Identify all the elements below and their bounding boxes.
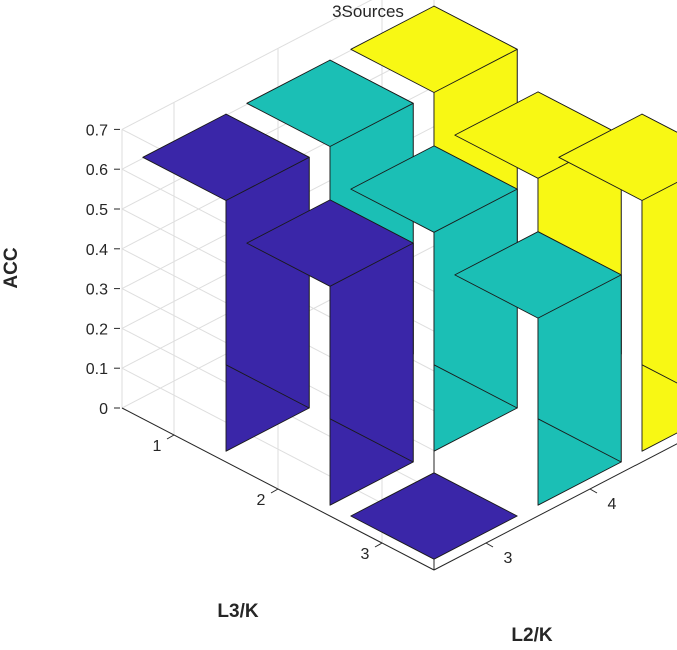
bars — [142, 5, 677, 560]
bar — [350, 472, 518, 560]
x-tick-mark — [589, 488, 598, 494]
z-tick-label: 0.5 — [86, 202, 108, 219]
bar — [142, 113, 310, 452]
bar-top-face — [246, 199, 414, 287]
x-tick-label: 3 — [504, 550, 513, 567]
y-tick-label: 1 — [153, 438, 162, 455]
z-tick-label: 0.4 — [86, 242, 108, 259]
y-tick-label: 2 — [257, 492, 266, 509]
bar — [246, 199, 414, 506]
bar-top-face — [454, 231, 622, 319]
bar-top-face — [350, 5, 518, 93]
bar-top-face — [350, 145, 518, 233]
y-tick-label: 3 — [361, 546, 370, 563]
z-axis-label: ACC — [1, 247, 22, 288]
bar-top-face — [246, 59, 414, 147]
bar-top-face — [142, 113, 310, 201]
bar-base-face — [350, 472, 518, 560]
z-tick-label: 0.3 — [86, 282, 108, 299]
z-tick-label: 0.6 — [86, 162, 108, 179]
y-axis-label: L3/K — [217, 601, 258, 622]
gridline-right-wall — [121, 0, 373, 130]
z-tick-label: 0.2 — [86, 321, 108, 338]
bar-top-face — [558, 113, 677, 201]
z-tick-label: 0 — [99, 401, 108, 418]
z-tick-label: 0.7 — [86, 122, 108, 139]
bar — [454, 231, 622, 506]
x-axis-label: L2/K — [511, 625, 552, 645]
x-tick-label: 4 — [608, 496, 617, 513]
y-tick-mark — [166, 434, 175, 440]
y-tick-mark — [270, 488, 279, 494]
z-tick-label: 0.1 — [86, 361, 108, 378]
bar — [558, 113, 677, 452]
chart-title: 3Sources — [332, 2, 404, 21]
tick-labels: 00.10.20.30.40.50.60.7123345 — [86, 122, 617, 567]
y-tick-mark — [374, 542, 383, 548]
x-tick-mark — [485, 542, 494, 548]
